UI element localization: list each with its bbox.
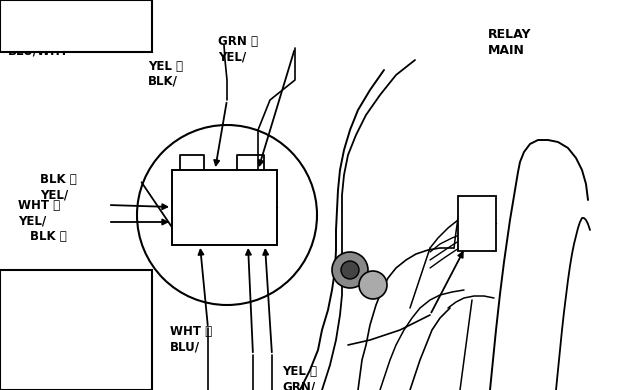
Text: main relay: main relay [8, 368, 68, 378]
Text: e BLK/YEL: e BLK/YEL [8, 384, 70, 390]
Text: BLK ⓑ: BLK ⓑ [30, 230, 67, 243]
Text: in relay and: in relay and [8, 28, 74, 38]
Bar [172, 170, 277, 245]
Text: YEL/: YEL/ [40, 188, 68, 201]
Text: BLU/WHT: BLU/WHT [8, 44, 69, 57]
Text: WHT ⓐ: WHT ⓐ [18, 199, 60, 212]
Text: WHT ⓕ: WHT ⓕ [170, 325, 212, 338]
Text: YEL/: YEL/ [18, 214, 46, 227]
Circle shape [332, 252, 368, 288]
Bar [0, 270, 152, 390]
Text: GRN ⓖ: GRN ⓖ [218, 35, 258, 48]
Text: RELAY: RELAY [488, 28, 531, 41]
Text: BLK ⓒ: BLK ⓒ [40, 173, 77, 186]
Text: YEL ⓘ: YEL ⓘ [282, 365, 317, 378]
Text: YEL/: YEL/ [218, 50, 246, 63]
Text: YEL ⓔ: YEL ⓔ [148, 60, 183, 73]
Text: GRN/: GRN/ [282, 380, 315, 390]
Text: 15A) fuse.: 15A) fuse. [8, 353, 65, 363]
Bar [0, 0, 152, 52]
Circle shape [359, 271, 387, 299]
Text: BLU/: BLU/ [170, 340, 200, 353]
Circle shape [341, 261, 359, 279]
Text: MAIN: MAIN [488, 44, 525, 57]
Text: BLK/: BLK/ [148, 75, 178, 88]
Bar [458, 196, 496, 251]
